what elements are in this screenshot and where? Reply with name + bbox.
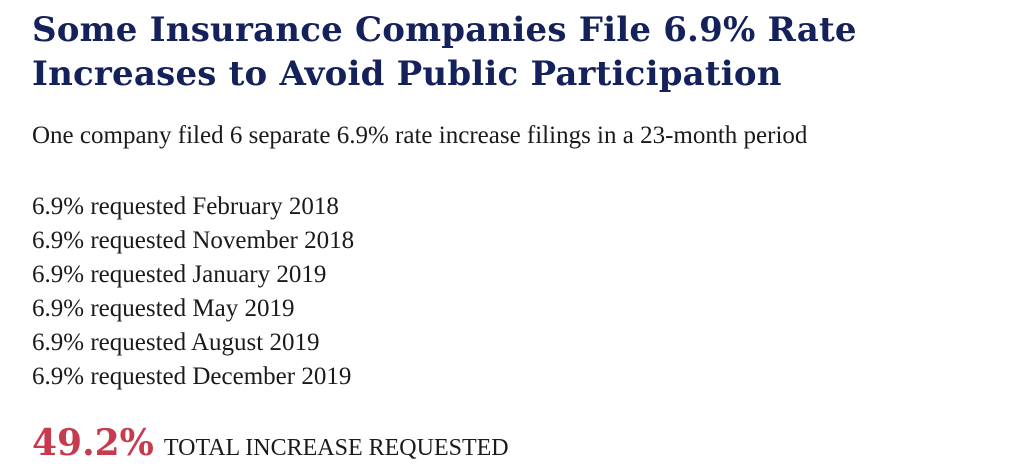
total-increase-value: 49.2%	[32, 422, 154, 464]
filing-item: 6.9% requested December 2019	[32, 363, 352, 390]
filing-item: 6.9% requested February 2018	[32, 193, 339, 220]
filing-item: 6.9% requested January 2019	[32, 261, 327, 288]
total-increase: 49.2% TOTAL INCREASE REQUESTED	[32, 420, 509, 471]
slide-subtitle: One company filed 6 separate 6.9% rate i…	[32, 122, 808, 149]
filing-item: 6.9% requested May 2019	[32, 295, 295, 322]
filing-item: 6.9% requested August 2019	[32, 329, 320, 356]
slide-title: Some Insurance Companies File 6.9% Rate …	[32, 10, 857, 94]
total-increase-label: TOTAL INCREASE REQUESTED	[163, 435, 509, 461]
filings-list: 6.9% requested February 2018 6.9% reques…	[32, 190, 354, 394]
filing-item: 6.9% requested November 2018	[32, 227, 355, 254]
